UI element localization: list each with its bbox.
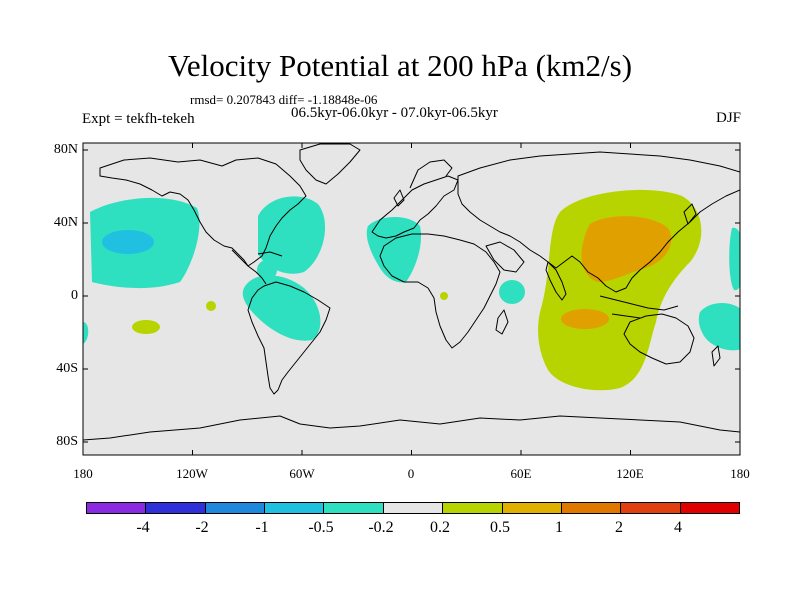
coast-scandinavia (409, 159, 453, 189)
coast-japan (683, 203, 697, 225)
colorbar-label: 0.2 (430, 519, 450, 536)
season-label: DJF (715, 110, 741, 126)
coast-greenland (299, 143, 361, 185)
lon-label-180e: 180 (730, 466, 750, 481)
fill-dot-pacific (132, 320, 160, 334)
colorbar-box (383, 503, 444, 513)
fill-east-edge-cyan (729, 227, 740, 291)
coast-north-america (99, 157, 307, 267)
fill-south-america-cyan (242, 275, 321, 341)
lat-label-80n: 80N (53, 142, 78, 157)
colorbar-box (443, 503, 503, 513)
colorbar-label: 0.5 (490, 519, 510, 536)
coast-asia (457, 151, 740, 293)
colorbar-label: -0.5 (308, 519, 334, 536)
fill-indian-cyan (499, 280, 525, 304)
coast-australia (623, 313, 695, 365)
coast-indonesia (599, 295, 679, 311)
lon-label-60w: 60W (289, 466, 315, 481)
coast-arabia (485, 241, 525, 273)
colorbar-label: -4 (136, 519, 150, 536)
coast-new-zealand (711, 345, 721, 367)
coast-africa (379, 233, 501, 349)
colorbar-label: 2 (615, 519, 623, 536)
colorbar-label: -0.2 (368, 519, 394, 536)
coast-madagascar (495, 309, 509, 335)
fill-pacific-blue (102, 230, 154, 254)
coast-british-isles (393, 189, 405, 207)
fill-west-edge-cyan (83, 322, 89, 344)
fill-dot-africa (440, 292, 448, 300)
lat-label-0: 0 (71, 288, 78, 303)
colorbar-box (324, 503, 384, 513)
lat-label-40s: 40S (56, 361, 78, 376)
colorbar-box (502, 503, 562, 513)
fill-dot-pacific-2 (206, 301, 216, 311)
lon-label-0: 0 (407, 466, 415, 481)
contour-fills (83, 189, 740, 391)
fill-caribbean-cyan (257, 260, 277, 280)
colorbar-label: 1 (555, 519, 563, 536)
colorbar-box (205, 503, 266, 513)
coast-india (545, 261, 567, 301)
lat-label-40n: 40N (53, 215, 78, 230)
coastlines (83, 143, 740, 441)
lat-label-80s: 80S (56, 434, 78, 449)
colorbar (86, 502, 740, 514)
period-label: 06.5kyr-06.0kyr - 07.0kyr-06.5kyr (291, 105, 498, 121)
map-title: Velocity Potential at 200 hPa (km2/s) (167, 48, 633, 83)
experiment-label: Expt = tekfh-tekeh (82, 111, 195, 127)
coast-south-america (247, 281, 331, 395)
colorbar-label: -2 (195, 519, 209, 536)
colorbar-box (265, 503, 325, 513)
coast-antarctica (83, 415, 740, 441)
stats-line: rmsd= 0.207843 diff= -1.18848e-06 (190, 92, 378, 107)
fill-atlantic-north-cyan (258, 196, 326, 274)
lon-label-120w: 120W (176, 466, 208, 481)
lon-label-60e: 60E (510, 466, 532, 481)
lon-label-120e: 120E (616, 466, 644, 481)
colorbar-box (561, 503, 622, 513)
coast-indonesia-2 (611, 313, 641, 319)
colorbar-box (146, 503, 206, 513)
fill-asia-orange (581, 216, 672, 282)
colorbar-box (87, 503, 147, 513)
colorbar-box (680, 503, 739, 513)
tick-marks (83, 143, 740, 455)
colorbar-label: 4 (674, 519, 682, 536)
coast-cuba (257, 251, 283, 257)
fill-south-pacific-cyan (698, 303, 740, 351)
colorbar-label: -1 (255, 519, 269, 536)
coast-central-america (231, 249, 267, 285)
colorbar-box (621, 503, 681, 513)
fill-africa-cyan (366, 217, 422, 283)
lon-label-180w: 180 (73, 466, 93, 481)
fill-indian-orange (561, 309, 609, 329)
